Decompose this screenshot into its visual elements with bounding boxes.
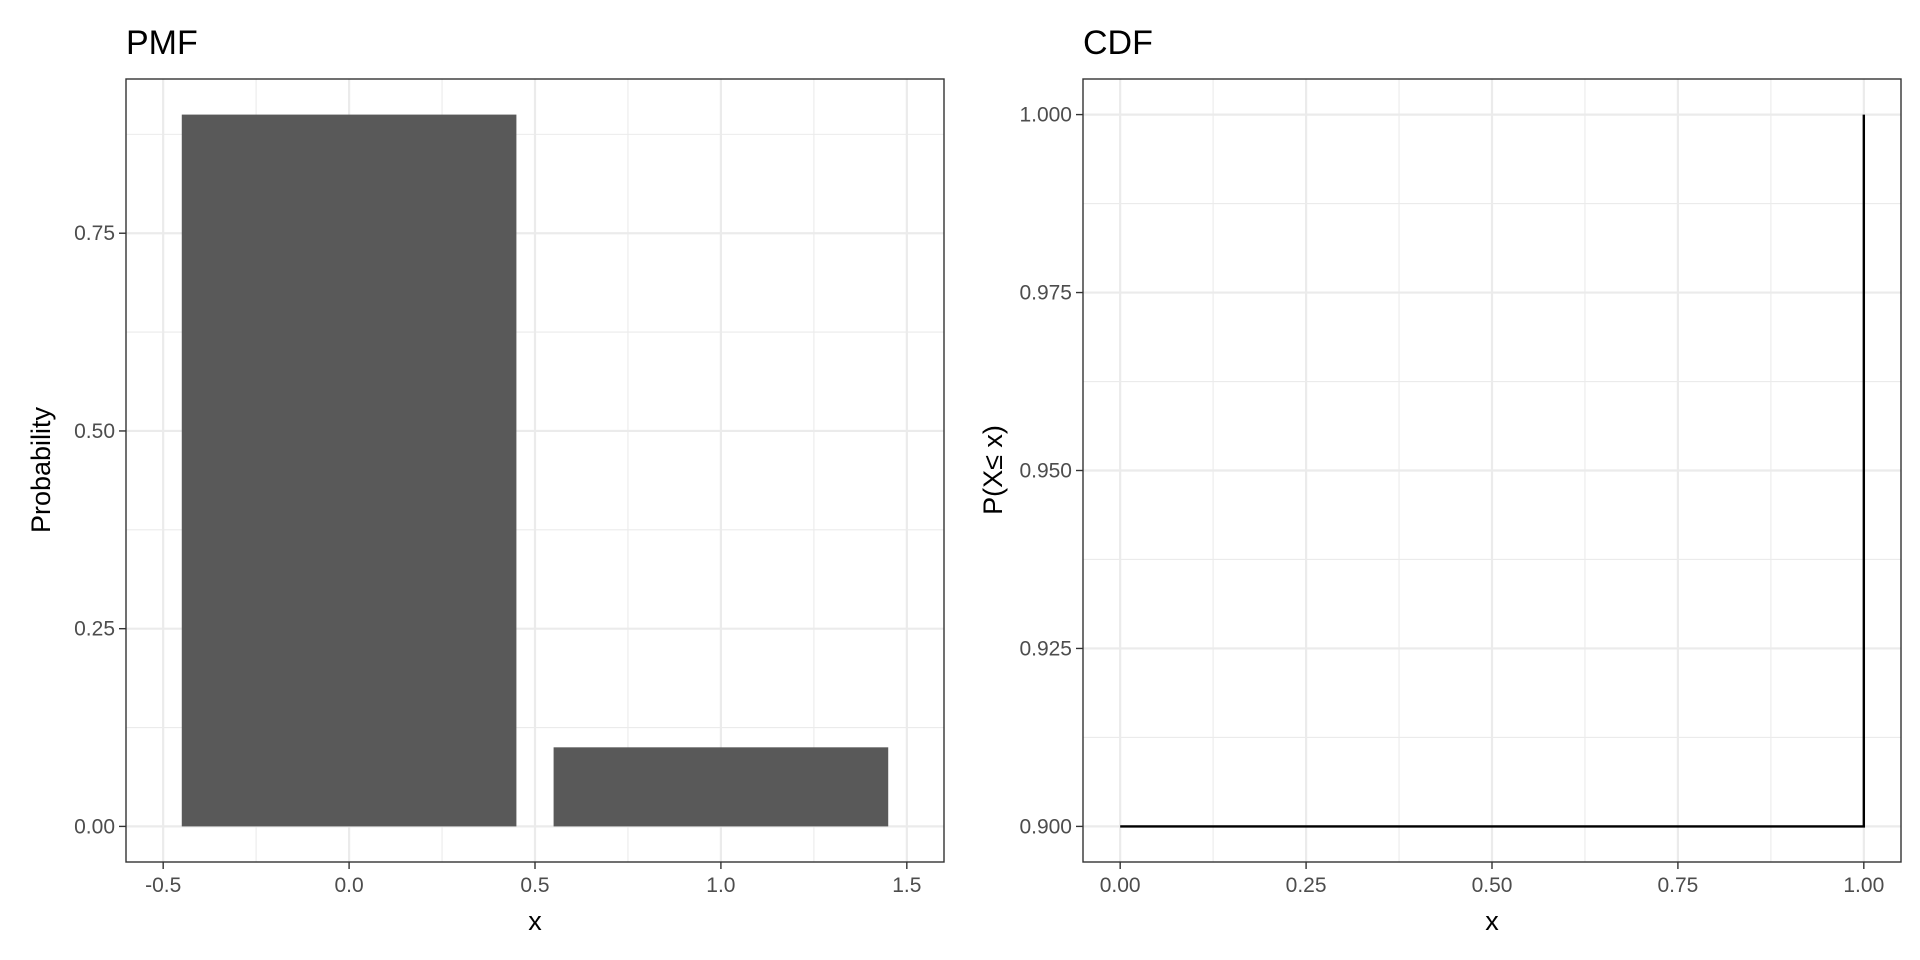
cdf-x-tick-label: 0.50 [1472, 874, 1513, 897]
pmf-y-tick-label: 0.50 [74, 420, 115, 443]
pmf-y-tick-label: 0.00 [74, 815, 115, 838]
pmf-panel: PMF -0.5 0.0 0.5 1.0 1.5 0.000.250.500.75 x … [26, 24, 945, 936]
cdf-x-axis-ticks: 0.00 0.25 0.50 0.75 1.00 [1100, 862, 1884, 897]
cdf-panel: CDF 0.00 0.25 0.50 0.75 1.00 0.900 0.925 0.950… [978, 24, 1902, 936]
cdf-x-tick-label: 0.25 [1286, 874, 1327, 897]
pmf-bars [181, 114, 889, 827]
cdf-y-tick-label: 0.900 [1019, 815, 1072, 838]
cdf-y-axis-title: P(X≤ x) [978, 425, 1008, 515]
cdf-x-tick-label: 0.00 [1100, 874, 1141, 897]
cdf-y-tick-label: 0.925 [1019, 637, 1072, 660]
pmf-y-tick-label: 0.75 [74, 222, 115, 245]
cdf-y-tick-label: 1.000 [1019, 104, 1072, 127]
pmf-title: PMF [126, 24, 198, 62]
pmf-bar-x-1 [553, 747, 889, 827]
cdf-y-axis-ticks: 0.900 0.925 0.950 0.975 1.000 [1019, 104, 1083, 838]
pmf-x-tick-label: -0.5 [145, 874, 181, 897]
pmf-x-tick-label: 1.0 [706, 874, 735, 897]
cdf-x-axis-title: x [1485, 906, 1499, 936]
cdf-x-tick-label: 1.00 [1843, 874, 1884, 897]
cdf-y-tick-label: 0.975 [1019, 282, 1072, 305]
pmf-x-tick-label: 0.5 [520, 874, 549, 897]
pmf-x-axis-title: x [528, 906, 542, 936]
cdf-y-tick-label: 0.950 [1019, 460, 1072, 483]
pmf-x-axis-ticks: -0.5 0.0 0.5 1.0 1.5 [145, 862, 921, 897]
cdf-title: CDF [1083, 24, 1153, 62]
cdf-x-tick-label: 0.75 [1657, 874, 1698, 897]
pmf-y-axis-title: Probability [26, 406, 56, 533]
pmf-x-tick-label: 0.0 [334, 874, 363, 897]
cdf-step-line [1120, 114, 1866, 828]
pmf-x-tick-label: 1.5 [892, 874, 921, 897]
pmf-y-tick-label: 0.25 [74, 618, 115, 641]
cdf-step-series [1120, 114, 1866, 828]
pmf-y-axis-ticks: 0.00 0.25 0.50 0.75 [74, 222, 126, 838]
pmf-bar-x-0 [181, 114, 517, 827]
